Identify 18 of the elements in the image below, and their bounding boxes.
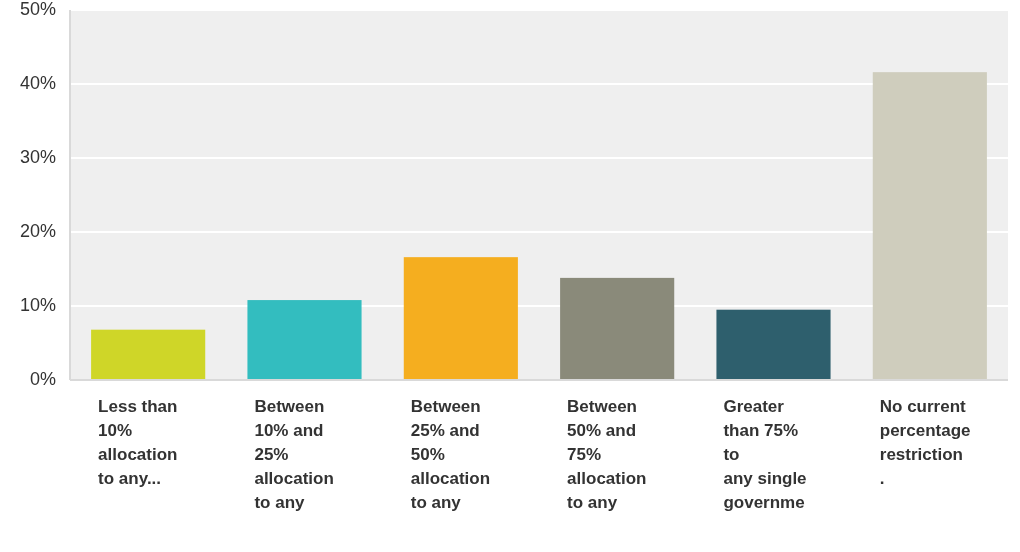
x-tick-label: No current percentage restriction . bbox=[879, 397, 971, 488]
y-tick-label: 40% bbox=[19, 72, 56, 93]
bar bbox=[247, 300, 362, 380]
bar bbox=[91, 329, 206, 380]
x-tick-label: Between 10% and 25% allocation to any bbox=[254, 397, 334, 512]
y-tick-label: 30% bbox=[19, 146, 56, 167]
y-tick-label: 20% bbox=[19, 220, 56, 241]
bar bbox=[872, 72, 987, 380]
x-tick-label: Less than 10% allocation to any... bbox=[98, 397, 178, 488]
x-tick-label: Greater than 75% to any single governme bbox=[723, 397, 807, 512]
y-tick-label: 10% bbox=[19, 294, 56, 315]
bar bbox=[403, 257, 518, 380]
x-tick-label: Between 50% and 75% allocation to any bbox=[567, 397, 647, 512]
y-tick-label: 50% bbox=[19, 0, 56, 19]
y-tick-label: 0% bbox=[29, 368, 56, 389]
bar bbox=[716, 309, 831, 380]
bar bbox=[560, 277, 675, 380]
x-tick-label: Between 25% and 50% allocation to any bbox=[410, 397, 491, 512]
